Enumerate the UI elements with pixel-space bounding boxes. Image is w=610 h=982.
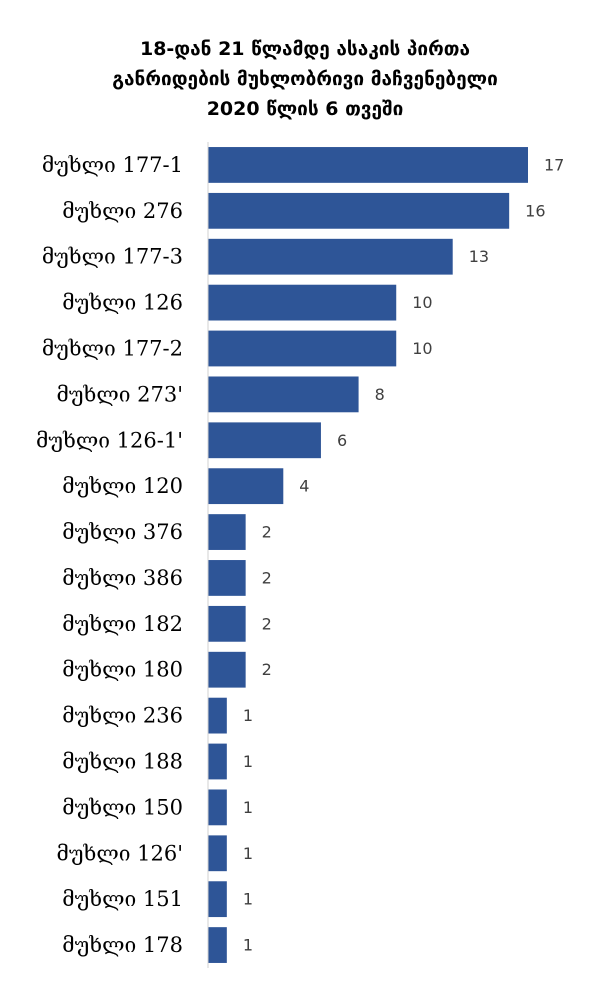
value-label-15: 1 bbox=[243, 844, 253, 863]
value-label-8: 2 bbox=[262, 523, 272, 542]
value-label-0: 17 bbox=[544, 155, 564, 174]
category-label-10: მუხლი 182 bbox=[62, 612, 183, 636]
category-label-16: მუხლი 151 bbox=[62, 887, 183, 911]
category-label-3: მუხლი 126 bbox=[62, 291, 183, 315]
value-label-2: 13 bbox=[469, 247, 489, 266]
value-label-5: 8 bbox=[375, 385, 385, 404]
category-label-13: მუხლი 188 bbox=[62, 750, 183, 774]
value-label-17: 1 bbox=[243, 936, 253, 955]
bar-13 bbox=[208, 743, 227, 780]
chart-title-line-2: განრიდების მუხლობრივი მაჩვენებელი bbox=[112, 68, 498, 90]
bar-1 bbox=[208, 192, 510, 229]
value-label-6: 6 bbox=[337, 431, 347, 450]
value-label-13: 1 bbox=[243, 752, 253, 771]
category-label-9: მუხლი 386 bbox=[62, 566, 183, 590]
value-label-10: 2 bbox=[262, 614, 272, 633]
value-label-14: 1 bbox=[243, 798, 253, 817]
chart-title-line-3: 2020 წლის 6 თვეში bbox=[206, 98, 404, 120]
value-label-9: 2 bbox=[262, 568, 272, 587]
category-label-5: მუხლი 273' bbox=[57, 382, 183, 406]
chart-title-line-1: 18-დან 21 წლამდე ასაკის პირთა bbox=[139, 38, 471, 60]
bar-5 bbox=[208, 376, 359, 413]
category-label-0: მუხლი 177-1 bbox=[42, 153, 183, 177]
bar-0 bbox=[208, 147, 528, 183]
bar-4 bbox=[208, 330, 397, 367]
category-label-1: მუხლი 276 bbox=[62, 199, 183, 223]
category-label-12: მუხლი 236 bbox=[62, 704, 183, 728]
category-label-6: მუხლი 126-1' bbox=[36, 428, 183, 452]
bar-12 bbox=[208, 697, 227, 734]
category-label-4: მუხლი 177-2 bbox=[42, 337, 183, 361]
bar-6 bbox=[208, 422, 321, 459]
bar-3 bbox=[208, 284, 397, 321]
bars-group bbox=[208, 147, 528, 963]
bar-7 bbox=[208, 468, 284, 505]
bar-2 bbox=[208, 238, 453, 275]
value-label-3: 10 bbox=[412, 293, 432, 312]
bar-8 bbox=[208, 514, 246, 550]
bar-16 bbox=[208, 881, 227, 918]
value-label-7: 4 bbox=[299, 477, 309, 496]
category-label-15: მუხლი 126' bbox=[57, 841, 183, 865]
chart-title: 18-დან 21 წლამდე ასაკის პირთა განრიდების… bbox=[0, 34, 610, 124]
category-label-2: მუხლი 177-3 bbox=[42, 245, 183, 269]
bar-17 bbox=[208, 927, 227, 963]
value-label-4: 10 bbox=[412, 339, 432, 358]
bar-11 bbox=[208, 651, 246, 688]
bar-14 bbox=[208, 789, 227, 826]
bar-15 bbox=[208, 835, 227, 872]
bar-9 bbox=[208, 560, 246, 596]
value-label-11: 2 bbox=[262, 660, 272, 679]
value-label-16: 1 bbox=[243, 890, 253, 909]
value-label-12: 1 bbox=[243, 706, 253, 725]
value-label-1: 16 bbox=[525, 201, 545, 220]
category-label-7: მუხლი 120 bbox=[62, 474, 183, 498]
category-label-8: მუხლი 376 bbox=[62, 520, 183, 544]
category-label-17: მუხლი 178 bbox=[62, 933, 183, 957]
category-label-14: მუხლი 150 bbox=[62, 795, 183, 819]
category-label-11: მუხლი 180 bbox=[62, 658, 183, 682]
bar-10 bbox=[208, 605, 246, 642]
